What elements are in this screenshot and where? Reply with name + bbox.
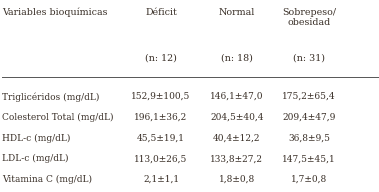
Text: 133,8±27,2: 133,8±27,2: [210, 154, 263, 163]
Text: Vitamina C (mg/dL): Vitamina C (mg/dL): [2, 175, 92, 184]
Text: 113,0±26,5: 113,0±26,5: [135, 154, 188, 163]
Text: Colesterol Total (mg/dL): Colesterol Total (mg/dL): [2, 113, 113, 122]
Text: 152,9±100,5: 152,9±100,5: [132, 92, 191, 101]
Text: 196,1±36,2: 196,1±36,2: [135, 113, 188, 122]
Text: 1,8±0,8: 1,8±0,8: [219, 175, 255, 184]
Text: HDL-c (mg/dL): HDL-c (mg/dL): [2, 134, 70, 143]
Text: 1,7±0,8: 1,7±0,8: [291, 175, 327, 184]
Text: Triglicéridos (mg/dL): Triglicéridos (mg/dL): [2, 92, 99, 102]
Text: 209,4±47,9: 209,4±47,9: [282, 113, 335, 122]
Text: Sobrepeso/
obesidad: Sobrepeso/ obesidad: [282, 8, 336, 27]
Text: (n: 31): (n: 31): [293, 54, 325, 63]
Text: Normal: Normal: [219, 8, 255, 17]
Text: LDL-c (mg/dL): LDL-c (mg/dL): [2, 154, 68, 164]
Text: 147,5±45,1: 147,5±45,1: [282, 154, 336, 163]
Text: 40,4±12,2: 40,4±12,2: [213, 134, 261, 143]
Text: 204,5±40,4: 204,5±40,4: [210, 113, 264, 122]
Text: (n: 18): (n: 18): [221, 54, 253, 63]
Text: Déficit: Déficit: [145, 8, 177, 17]
Text: 175,2±65,4: 175,2±65,4: [282, 92, 336, 101]
Text: 2,1±1,1: 2,1±1,1: [143, 175, 179, 184]
Text: Variables bioquímicas: Variables bioquímicas: [2, 8, 107, 17]
Text: 146,1±47,0: 146,1±47,0: [210, 92, 264, 101]
Text: 36,8±9,5: 36,8±9,5: [288, 134, 330, 143]
Text: 45,5±19,1: 45,5±19,1: [137, 134, 185, 143]
Text: (n: 12): (n: 12): [145, 54, 177, 63]
